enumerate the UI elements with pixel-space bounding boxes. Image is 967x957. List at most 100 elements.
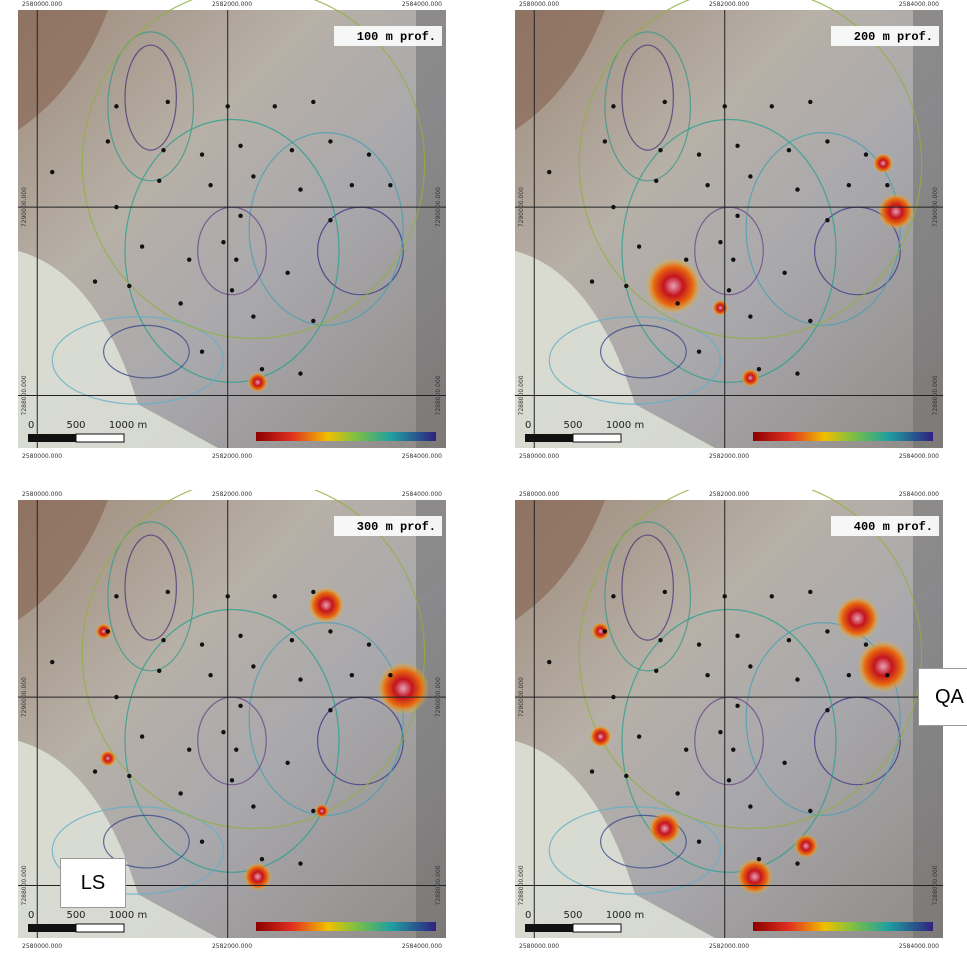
station bbox=[637, 244, 641, 248]
anomaly bbox=[377, 662, 429, 714]
station bbox=[684, 257, 688, 261]
anomaly bbox=[873, 153, 893, 173]
station bbox=[221, 730, 225, 734]
station bbox=[238, 144, 242, 148]
station bbox=[603, 629, 607, 633]
station bbox=[230, 778, 234, 782]
x-coord-top: 2582000.000 bbox=[709, 1, 749, 8]
station bbox=[808, 590, 812, 594]
anomaly bbox=[737, 859, 773, 895]
station bbox=[723, 594, 727, 598]
station bbox=[757, 367, 761, 371]
station bbox=[684, 747, 688, 751]
y-coord-right: 7290000.000 bbox=[435, 187, 442, 227]
page: {"panels": [ {"depth_label": "100 m prof… bbox=[0, 0, 967, 957]
scale-label: 500 bbox=[66, 910, 85, 921]
anomaly bbox=[794, 834, 818, 858]
station bbox=[234, 747, 238, 751]
x-coord-bottom: 2580000.000 bbox=[519, 943, 559, 950]
y-coord-left: 7288000.000 bbox=[21, 865, 28, 905]
x-coord-bottom: 2580000.000 bbox=[519, 453, 559, 460]
anomaly bbox=[878, 193, 914, 229]
anomaly bbox=[100, 750, 116, 766]
y-coord-left: 7290000.000 bbox=[21, 187, 28, 227]
station bbox=[273, 104, 277, 108]
x-coord-bottom: 2582000.000 bbox=[212, 453, 252, 460]
station bbox=[735, 704, 739, 708]
station bbox=[50, 660, 54, 664]
station bbox=[208, 673, 212, 677]
station bbox=[757, 857, 761, 861]
station bbox=[603, 139, 607, 143]
station bbox=[161, 148, 165, 152]
y-coord-right: 7288000.000 bbox=[435, 865, 442, 905]
station bbox=[208, 183, 212, 187]
scale-bar-black bbox=[525, 434, 573, 442]
station bbox=[260, 367, 264, 371]
station bbox=[637, 734, 641, 738]
station bbox=[251, 804, 255, 808]
station bbox=[140, 734, 144, 738]
station bbox=[285, 271, 289, 275]
depth-label: 300 m prof. bbox=[357, 520, 436, 534]
station bbox=[547, 170, 551, 174]
ls-label: LS bbox=[81, 872, 105, 895]
station bbox=[106, 139, 110, 143]
station bbox=[731, 257, 735, 261]
station bbox=[311, 809, 315, 813]
station bbox=[200, 152, 204, 156]
scale-bar-black bbox=[525, 924, 573, 932]
depth-label: 100 m prof. bbox=[357, 30, 436, 44]
station bbox=[114, 695, 118, 699]
station bbox=[795, 187, 799, 191]
station bbox=[127, 774, 131, 778]
station bbox=[590, 769, 594, 773]
anomaly bbox=[857, 640, 909, 692]
station bbox=[705, 673, 709, 677]
station bbox=[624, 284, 628, 288]
x-coord-top: 2584000.000 bbox=[899, 491, 939, 498]
scale-label: 0 bbox=[525, 420, 531, 431]
station bbox=[795, 861, 799, 865]
station bbox=[367, 642, 371, 646]
station bbox=[723, 104, 727, 108]
station bbox=[166, 590, 170, 594]
station bbox=[770, 104, 774, 108]
station bbox=[178, 301, 182, 305]
station bbox=[697, 642, 701, 646]
anomaly bbox=[649, 813, 681, 845]
station bbox=[675, 301, 679, 305]
scale-label: 0 bbox=[28, 910, 34, 921]
station bbox=[157, 669, 161, 673]
station bbox=[187, 747, 191, 751]
qa-label: QA bbox=[935, 686, 964, 709]
station bbox=[311, 100, 315, 104]
station bbox=[285, 761, 289, 765]
anomaly bbox=[590, 726, 612, 748]
map-panel: 2580000.0002580000.0002582000.0002582000… bbox=[515, 0, 943, 465]
station bbox=[127, 284, 131, 288]
x-coord-bottom: 2584000.000 bbox=[402, 453, 442, 460]
station bbox=[705, 183, 709, 187]
x-coord-bottom: 2580000.000 bbox=[22, 453, 62, 460]
station bbox=[367, 152, 371, 156]
station bbox=[140, 244, 144, 248]
scale-bar-white bbox=[76, 434, 124, 442]
qa-box: QA bbox=[918, 668, 967, 726]
station bbox=[697, 839, 701, 843]
station bbox=[885, 183, 889, 187]
station bbox=[178, 791, 182, 795]
station bbox=[350, 673, 354, 677]
anomaly bbox=[248, 372, 268, 392]
x-coord-bottom: 2584000.000 bbox=[402, 943, 442, 950]
station bbox=[611, 695, 615, 699]
station bbox=[718, 240, 722, 244]
scale-bar-white bbox=[573, 924, 621, 932]
station bbox=[782, 761, 786, 765]
station bbox=[825, 139, 829, 143]
station bbox=[885, 673, 889, 677]
station bbox=[825, 218, 829, 222]
scale-label: 0 bbox=[28, 420, 34, 431]
station bbox=[748, 804, 752, 808]
station bbox=[864, 152, 868, 156]
